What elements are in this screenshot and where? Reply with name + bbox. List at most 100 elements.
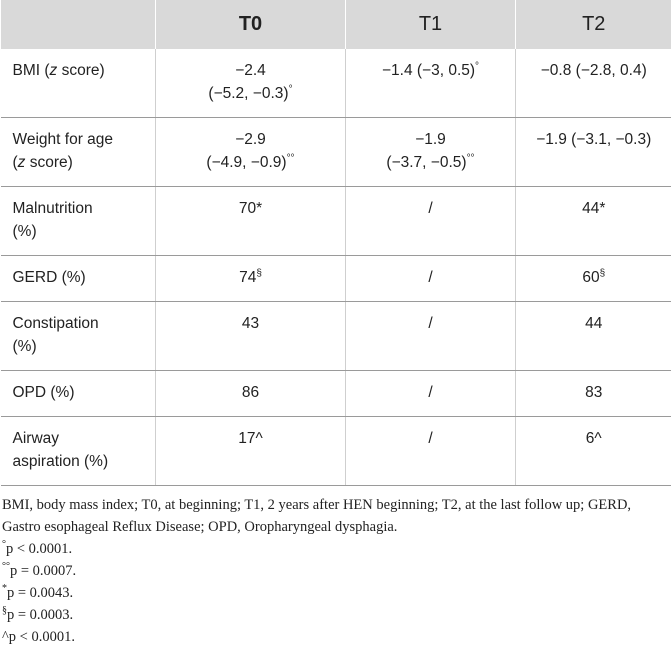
cell-superscript: § [599, 268, 606, 279]
cell-text: −1.9 [415, 131, 446, 148]
table-cell: / [345, 301, 516, 371]
footnote-mark: * [2, 583, 7, 594]
cell-text: −1.4 (−3, 0.5) [381, 62, 476, 79]
label-text: z [17, 154, 26, 171]
table-cell: 17^ [155, 416, 346, 486]
label-text: BMI ( [12, 62, 50, 79]
footnote-text: p = 0.0043. [7, 585, 74, 601]
table-cell: 6^ [515, 416, 671, 486]
cell-text: / [428, 384, 433, 401]
label-text: aspiration (%) [12, 453, 109, 470]
header-corner [0, 0, 156, 49]
footnote-text: ^p < 0.0001. [2, 629, 75, 645]
table-row: Weight for age (z score) −2.9 (−4.9, −0.9)°… [0, 117, 671, 187]
label-text: score) [25, 154, 73, 171]
cell-superscript: ° [288, 84, 293, 95]
cell-text: 83 [585, 384, 603, 401]
footnote: *p = 0.0043. [2, 582, 669, 604]
cell-text: / [428, 430, 433, 447]
cell-text: / [428, 269, 433, 286]
cell-text: (−3.7, −0.5) [386, 154, 467, 171]
label-text: ( [12, 154, 18, 171]
table-cell: 74§ [155, 255, 346, 302]
row-label: GERD (%) [0, 255, 156, 302]
footnote-mark: ° [2, 539, 6, 550]
label-text: Airway [12, 430, 60, 447]
table-body: BMI (z score) −2.4 (−5.2, −0.3)° −1.4 (−3, … [0, 49, 671, 486]
cell-text: / [428, 200, 433, 217]
cell-superscript: °° [286, 153, 295, 164]
cell-text: (−4.9, −0.9) [206, 154, 287, 171]
table-cell: 43 [155, 301, 346, 371]
abbreviations-note: BMI, body mass index; T0, at beginning; … [2, 497, 632, 535]
footnote-mark: § [2, 605, 7, 616]
footnote: ^p < 0.0001. [2, 626, 669, 648]
cell-text: 60 [582, 269, 600, 286]
footnote: §p = 0.0003. [2, 604, 669, 626]
cell-text: 70* [238, 200, 263, 217]
label-text: Weight for age [12, 131, 114, 148]
table-cell: / [345, 255, 516, 302]
table-cell: 44 [515, 301, 671, 371]
table-cell: −1.9 (−3.1, −0.3) [515, 117, 671, 187]
label-text: score) [57, 62, 105, 79]
footnote-text: p < 0.0001. [6, 541, 73, 557]
cell-superscript: °° [466, 153, 475, 164]
cell-text: 17^ [238, 430, 263, 447]
table-row: Malnutrition (%) 70* / 44* [0, 186, 671, 256]
footnote: °p < 0.0001. [2, 538, 669, 560]
table-cell: −1.4 (−3, 0.5)° [345, 49, 516, 118]
row-label: Malnutrition (%) [0, 186, 156, 256]
table-cell: −2.4 (−5.2, −0.3)° [155, 49, 346, 118]
label-text: (%) [12, 223, 37, 240]
table-cell: 44* [515, 186, 671, 256]
table-cell: / [345, 370, 516, 417]
cell-text: / [428, 315, 433, 332]
label-text: Constipation [12, 315, 99, 332]
cell-text: 6^ [585, 430, 602, 447]
row-label: Airway aspiration (%) [0, 416, 156, 486]
table-cell: 83 [515, 370, 671, 417]
data-table: T0 T1 T2 BMI (z score) −2.4 (−5.2, −0.3)° −1.… [0, 0, 671, 486]
table-cell: / [345, 416, 516, 486]
footnote-text: p = 0.0003. [7, 607, 74, 623]
table-row: Constipation (%) 43 / 44 [0, 301, 671, 371]
cell-text: −2.9 [235, 131, 266, 148]
table-cell: 86 [155, 370, 346, 417]
table-cell: −1.9 (−3.7, −0.5)°° [345, 117, 516, 187]
table-cell: / [345, 186, 516, 256]
cell-superscript: § [256, 268, 262, 279]
cell-text: (−5.2, −0.3) [208, 85, 289, 102]
table-cell: −0.8 (−2.8, 0.4) [515, 49, 671, 118]
column-header: T2 [515, 0, 671, 49]
label-text: OPD (%) [12, 384, 75, 401]
footnote-text: p = 0.0007. [10, 563, 77, 579]
header-row: T0 T1 T2 [0, 0, 671, 49]
table-row: BMI (z score) −2.4 (−5.2, −0.3)° −1.4 (−3, … [0, 49, 671, 118]
column-header: T0 [155, 0, 346, 49]
label-text: Malnutrition [12, 200, 93, 217]
label-text: z [49, 62, 58, 79]
cell-text: −0.8 (−2.8, 0.4) [540, 62, 647, 79]
table-row: Airway aspiration (%) 17^ / 6^ [0, 416, 671, 486]
cell-superscript: ° [475, 61, 480, 72]
table-row: OPD (%) 86 / 83 [0, 370, 671, 417]
cell-text: 44* [582, 200, 606, 217]
cell-text: 44 [585, 315, 603, 332]
column-header: T1 [345, 0, 516, 49]
footnote: °°p = 0.0007. [2, 560, 669, 582]
cell-text: 86 [241, 384, 260, 401]
cell-text: −1.9 (−3.1, −0.3) [536, 131, 652, 148]
table-cell: 60§ [515, 255, 671, 302]
table-row: GERD (%) 74§/60§ [0, 255, 671, 302]
row-label: OPD (%) [0, 370, 156, 417]
footnote-mark: °° [2, 561, 10, 572]
row-label: Constipation (%) [0, 301, 156, 371]
label-text: GERD (%) [12, 269, 86, 286]
table-cell: 70* [155, 186, 346, 256]
cell-text: 74 [239, 269, 257, 286]
cell-text: 43 [241, 315, 260, 332]
footnotes: BMI, body mass index; T0, at beginning; … [0, 486, 671, 648]
